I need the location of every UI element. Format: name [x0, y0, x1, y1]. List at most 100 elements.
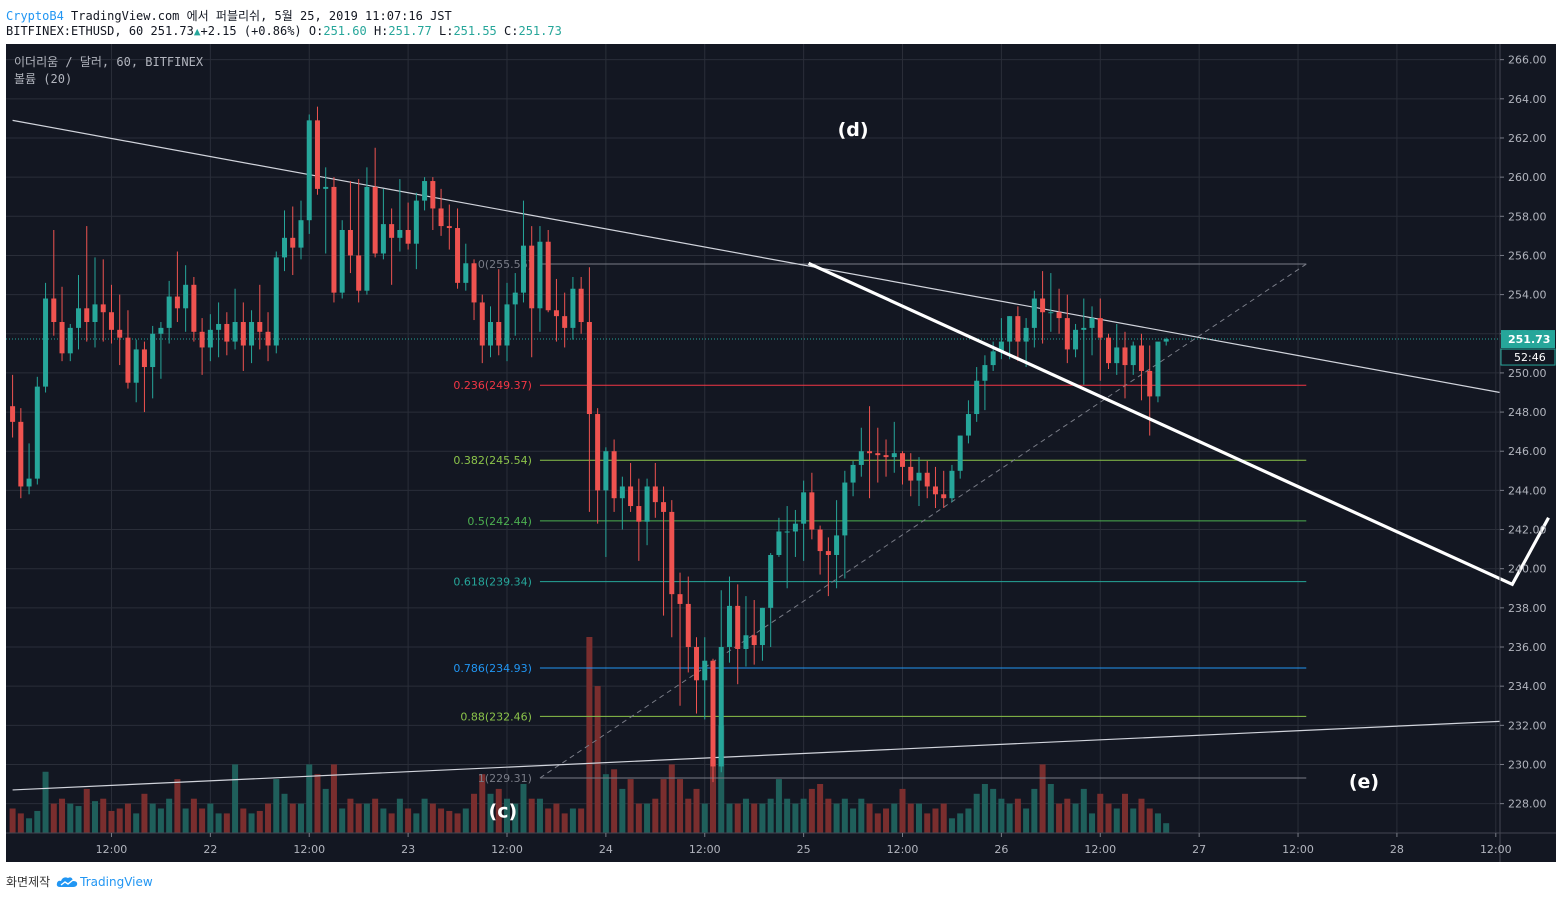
volume-bar — [586, 637, 593, 833]
countdown-badge — [1500, 348, 1556, 366]
candle-body — [455, 228, 461, 283]
volume-bar — [850, 808, 857, 833]
volume-bar — [536, 798, 543, 833]
volume-bar — [133, 813, 140, 833]
candles — [10, 106, 1169, 783]
volume-bar — [108, 810, 115, 833]
ohlc-header: BITFINEX:ETHUSD, 60 251.73▲+2.15 (+0.86%… — [6, 24, 562, 38]
volume-bar — [322, 788, 329, 833]
volume-bar — [281, 793, 288, 833]
volume-bar — [841, 798, 848, 833]
volume-bar — [775, 779, 782, 833]
candle-body — [166, 296, 172, 328]
price-tick-label: 242.00 — [1508, 524, 1547, 537]
trendlines[interactable] — [6, 119, 1501, 791]
candle-body — [759, 607, 765, 646]
fib-level-label: 0.786(234.93) — [453, 662, 532, 675]
fib-level-label: 0.618(239.34) — [453, 576, 532, 589]
volume-bar — [866, 803, 873, 833]
candle-body — [240, 322, 246, 346]
candle-body — [586, 322, 592, 415]
wave-label: (c) — [489, 800, 518, 822]
price-tick-label: 248.00 — [1508, 406, 1547, 419]
volume-bar — [990, 788, 997, 833]
candle-body — [1155, 341, 1161, 397]
candle-body — [356, 255, 362, 291]
candle-body — [685, 603, 691, 648]
fib-retracement[interactable]: 0(255.56) 0.236(249.37) 0.382(245.54) 0.5(2… — [453, 258, 1307, 785]
candle-body — [496, 322, 502, 346]
candle-body — [364, 186, 370, 291]
volume-bar — [1097, 793, 1104, 833]
candle-body — [216, 323, 222, 330]
candle-body — [92, 304, 98, 323]
volume-bar — [817, 784, 824, 833]
volume-bar — [1130, 808, 1137, 833]
candle-body — [282, 237, 288, 258]
candle-body — [858, 451, 864, 465]
candle-body — [43, 298, 49, 387]
candle-body — [199, 331, 205, 348]
candle-body — [1048, 312, 1054, 314]
volume-bar — [635, 803, 642, 833]
candle-body — [932, 486, 938, 495]
volume-bar — [1047, 784, 1054, 833]
volume-bar — [907, 803, 914, 833]
volume-bar — [948, 818, 955, 833]
volume-bar — [487, 793, 494, 833]
grid — [6, 44, 1500, 833]
time-tick-label: 22 — [203, 843, 217, 856]
volume-bar — [396, 798, 403, 833]
volume-bar — [306, 764, 313, 833]
volume-bar — [446, 810, 453, 833]
volume-bar — [569, 808, 576, 833]
candle-body — [84, 308, 90, 323]
time-tick-label: 24 — [599, 843, 613, 856]
candle-body — [397, 229, 403, 238]
candle-body — [265, 331, 271, 346]
tradingview-logo[interactable]: TradingView — [56, 875, 153, 889]
volume-bar — [289, 803, 296, 833]
candle-body — [26, 478, 32, 487]
candle-body — [100, 304, 106, 313]
candle-body — [751, 635, 757, 646]
lower-trendline — [12, 720, 1501, 791]
axes[interactable]: 228.00230.00232.00234.00236.00238.00240.… — [6, 44, 1556, 862]
price-tick-label: 240.00 — [1508, 563, 1547, 576]
time-tick-label: 12:00 — [1480, 843, 1512, 856]
volume-bar — [1146, 808, 1153, 833]
author-link[interactable]: CryptoB4 — [6, 9, 64, 23]
candle-body — [1163, 339, 1169, 342]
candle-body — [430, 181, 436, 209]
volume-bar — [479, 774, 486, 833]
chart-area[interactable]: 0(255.56) 0.236(249.37) 0.382(245.54) 0.5(2… — [6, 44, 1556, 862]
candle-body — [174, 296, 180, 309]
candle-body — [323, 186, 329, 189]
volume-bar — [116, 808, 123, 833]
candle-body — [273, 257, 279, 346]
candle-body — [1073, 329, 1079, 350]
candle-body — [834, 535, 840, 555]
volume-bar — [998, 798, 1005, 833]
candle-body — [603, 451, 609, 491]
price-tick-label: 236.00 — [1508, 641, 1547, 654]
volume-bar — [957, 813, 964, 833]
time-tick-label: 12:00 — [1084, 843, 1116, 856]
candle-body — [446, 226, 452, 229]
candle-body — [726, 605, 732, 648]
current-price-badge — [1501, 330, 1555, 349]
candle-body — [867, 451, 873, 454]
candle-body — [10, 406, 16, 422]
volume-bar — [1121, 793, 1128, 833]
price-chart[interactable]: 0(255.56) 0.236(249.37) 0.382(245.54) 0.5(2… — [6, 44, 1556, 862]
volume-bar — [67, 803, 74, 833]
volume-bar — [594, 686, 601, 833]
volume-bar — [660, 779, 667, 833]
candle-body — [51, 298, 57, 323]
volume-bar — [520, 784, 527, 833]
volume-bar — [75, 806, 82, 833]
wave-projection[interactable] — [807, 261, 1550, 587]
candle-body — [389, 224, 395, 238]
volume-bar — [339, 808, 346, 833]
price-tick-label: 246.00 — [1508, 445, 1547, 458]
